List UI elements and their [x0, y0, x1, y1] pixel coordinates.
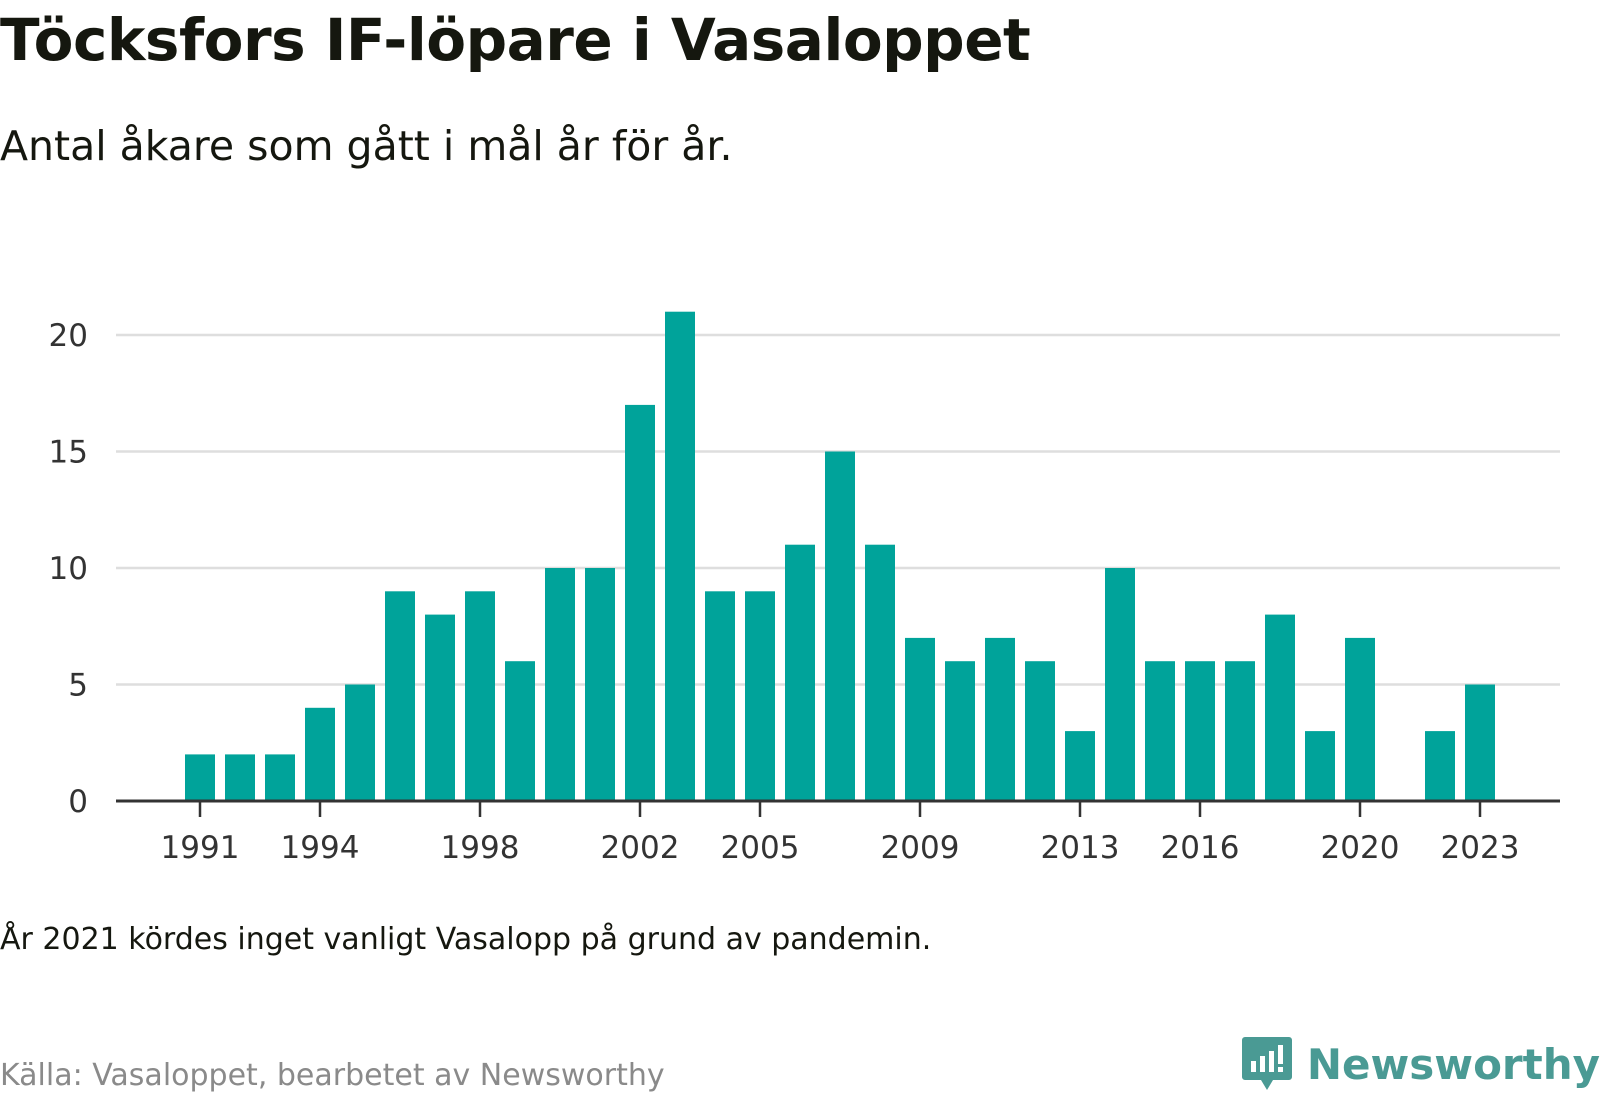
y-tick-label: 20 — [49, 318, 88, 354]
bar-1998 — [465, 591, 495, 801]
x-tick-label: 1994 — [281, 830, 360, 866]
y-tick-label: 10 — [49, 551, 88, 587]
bar-1997 — [425, 614, 455, 801]
bar-2013 — [1065, 731, 1095, 801]
x-tick-label: 2005 — [721, 830, 800, 866]
bar-2004 — [705, 591, 735, 801]
source-label: Källa: Vasaloppet, bearbetet av Newswort… — [0, 1058, 665, 1093]
bar-2005 — [745, 591, 775, 801]
bar-2014 — [1105, 568, 1135, 801]
x-axis — [116, 799, 1560, 817]
x-tick-label: 2016 — [1161, 830, 1240, 866]
x-tick-label: 2009 — [881, 830, 960, 866]
bar-1992 — [225, 754, 255, 801]
bar-2002 — [625, 404, 655, 801]
y-tick-label: 15 — [49, 435, 88, 471]
x-tick-label: 2020 — [1321, 830, 1400, 866]
brand-name: Newsworthy — [1306, 1039, 1600, 1089]
bar-2015 — [1145, 661, 1175, 801]
bar-2022 — [1425, 731, 1455, 801]
bar-2007 — [825, 451, 855, 801]
bar-2011 — [985, 637, 1015, 801]
bar-2018 — [1265, 614, 1295, 801]
bar-2012 — [1025, 661, 1055, 801]
bar-2019 — [1305, 731, 1335, 801]
bar-2020 — [1345, 637, 1375, 801]
x-tick-label: 1991 — [161, 830, 240, 866]
chart-subtitle: Antal åkare som gått i mål år för år. — [0, 122, 733, 170]
bar-2008 — [865, 544, 895, 801]
bar-2006 — [785, 544, 815, 801]
bar-1996 — [385, 591, 415, 801]
bar-2017 — [1225, 661, 1255, 801]
x-axis-labels: 1991 1994 1998 2002 2005 2009 2013 2016 2020 2023 — [161, 830, 1520, 866]
y-axis-labels: 0 5 10 15 20 — [49, 318, 88, 820]
chart-title: Töcksfors IF-löpare i Vasaloppet — [0, 6, 1031, 74]
bar-1991 — [185, 754, 215, 801]
x-tick-label: 1998 — [441, 830, 520, 866]
bar-1999 — [505, 661, 535, 801]
x-tick-label: 2002 — [601, 830, 680, 866]
newsworthy-brand: Newsworthy — [1241, 1035, 1600, 1093]
bar-2001 — [585, 568, 615, 801]
bar-2016 — [1185, 661, 1215, 801]
bar-2009 — [905, 637, 935, 801]
y-tick-label: 0 — [68, 784, 88, 820]
x-tick-label: 2023 — [1441, 830, 1520, 866]
bar-1994 — [305, 707, 335, 801]
bar-2010 — [945, 661, 975, 801]
bar-2000 — [545, 568, 575, 801]
bar-1993 — [265, 754, 295, 801]
x-tick-label: 2013 — [1041, 830, 1120, 866]
bar-1995 — [345, 684, 375, 801]
bar-2023 — [1465, 684, 1495, 801]
newsworthy-logo-icon — [1241, 1037, 1292, 1090]
chart-note: År 2021 kördes inget vanligt Vasalopp på… — [0, 922, 932, 957]
bars — [185, 311, 1495, 801]
bar-2003 — [665, 311, 695, 801]
y-tick-label: 5 — [68, 668, 88, 704]
